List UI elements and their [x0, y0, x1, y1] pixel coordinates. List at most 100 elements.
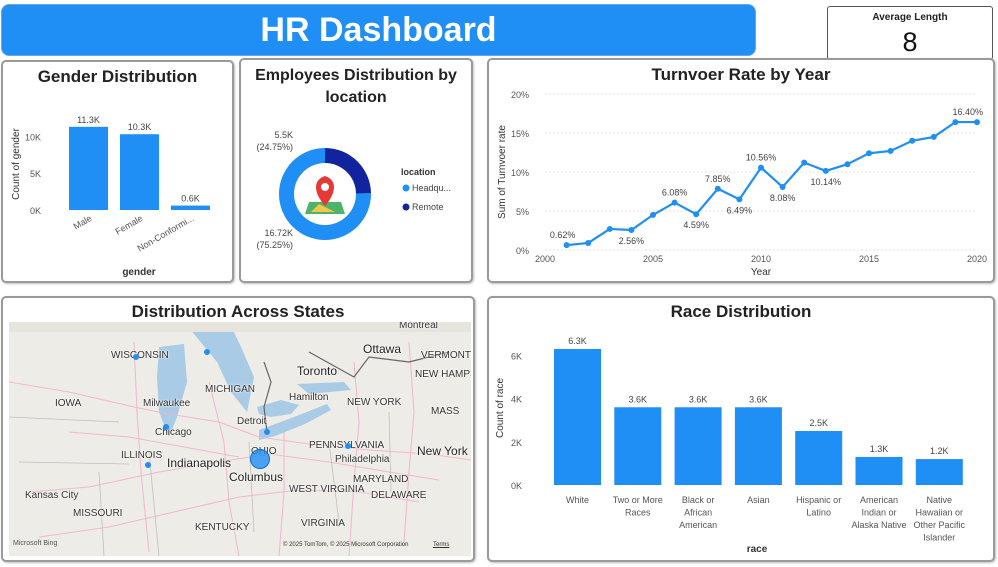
gender-panel[interactable]: Gender Distribution 0K 5K 10K Count of gend… [1, 60, 234, 283]
map-label: MISSOURI [73, 508, 123, 519]
x-tick-label: Black or [682, 495, 715, 505]
map-label: VIRGINIA [301, 518, 345, 529]
data-label: 2.56% [619, 236, 645, 246]
bar[interactable] [734, 407, 782, 485]
data-label: 3.6K [749, 394, 768, 404]
data-point[interactable] [974, 119, 980, 126]
map-bubble[interactable] [145, 462, 151, 468]
data-point[interactable] [606, 225, 613, 232]
states-map[interactable]: Montreal Ottawa VERMONT NEW HAMPS WISCON… [9, 322, 471, 556]
map-terms-link[interactable]: Terms [433, 542, 450, 548]
data-point[interactable] [930, 133, 937, 140]
map-label: Ottawa [363, 342, 402, 356]
map-bubble[interactable] [133, 354, 139, 360]
data-label: 0.62% [550, 230, 576, 240]
data-point[interactable] [714, 185, 721, 192]
data-point[interactable] [736, 196, 743, 203]
map-label: Detroit [237, 416, 267, 427]
legend-marker[interactable] [402, 184, 410, 192]
map-label: MASS [431, 406, 460, 417]
map-label: New York [417, 444, 468, 458]
data-point[interactable] [563, 242, 570, 249]
data-point[interactable] [844, 161, 851, 168]
x-tick-label: 2000 [535, 254, 555, 264]
x-tick-label: Races [625, 508, 651, 518]
location-chart[interactable]: 5.5K (24.75%) 16.72K (75.25%) location Headqu… [241, 112, 471, 282]
bar[interactable] [855, 456, 903, 485]
donut-slice[interactable] [279, 148, 371, 240]
map-bubble[interactable] [163, 424, 169, 430]
x-tick-label: Indian or [861, 508, 896, 518]
map-label: ILLINOIS [121, 450, 163, 461]
y-tick-label: 0K [30, 206, 41, 216]
map-bubble[interactable] [345, 443, 351, 449]
donut-slice[interactable] [325, 148, 371, 194]
x-tick-label: Two or More [613, 495, 663, 505]
legend-label[interactable]: Headqu... [412, 183, 451, 193]
map-bubble[interactable] [204, 349, 210, 355]
data-label: 1.3K [870, 444, 889, 454]
data-label: 5.5K [274, 130, 293, 140]
legend-marker[interactable] [402, 203, 410, 211]
map-label: Kansas City [25, 490, 79, 501]
dashboard-title: HR Dashboard [1, 4, 756, 56]
data-point[interactable] [628, 227, 635, 234]
data-label: 10.14% [811, 177, 842, 187]
x-tick-label: Islander [923, 533, 955, 543]
x-tick-label: Hawaiian or [916, 508, 964, 518]
map-panel[interactable]: Distribution Across States [1, 296, 475, 562]
gender-title: Gender Distribution [37, 67, 198, 86]
data-label: 16.40% [952, 107, 983, 117]
x-tick-label: 2005 [643, 254, 663, 264]
data-point[interactable] [779, 183, 786, 190]
data-label: 2.5K [809, 418, 828, 428]
data-point[interactable] [866, 150, 872, 157]
x-tick-label: Asian [747, 495, 770, 505]
location-panel[interactable]: Employees Distribution by location 5.5K (… [239, 58, 473, 283]
y-axis-title: Count of race [495, 378, 506, 438]
data-point[interactable] [671, 199, 678, 206]
kpi-card-average-length[interactable]: Average Length 8 [827, 6, 993, 60]
bar[interactable] [171, 205, 210, 210]
bar[interactable] [795, 431, 843, 485]
map-label: WEST VIRGINIA [289, 484, 365, 495]
data-point[interactable] [650, 211, 656, 218]
x-tick-label: Hispanic or [796, 495, 841, 505]
data-point[interactable] [693, 211, 700, 218]
map-label: Milwaukee [143, 398, 191, 409]
data-label: 3.6K [689, 394, 708, 404]
data-point[interactable] [585, 239, 592, 246]
bar[interactable] [614, 407, 662, 485]
legend-label[interactable]: Remote [412, 202, 444, 212]
race-chart[interactable]: 0K 2K 4K 6K Count of race 6.3K White 3.6K Two or… [489, 322, 993, 560]
data-point[interactable] [887, 147, 894, 154]
bar[interactable] [915, 459, 963, 485]
map-title: Distribution Across States [131, 302, 345, 321]
race-panel[interactable]: Race Distribution 0K 2K 4K 6K Count of race 6… [487, 296, 995, 562]
bar[interactable] [674, 407, 722, 485]
bar[interactable] [120, 134, 159, 210]
data-point[interactable] [909, 137, 916, 144]
data-point[interactable] [801, 159, 808, 166]
kpi-value: 8 [902, 27, 918, 57]
turnover-chart[interactable]: 0% 5% 10% 15% 20% 2000 2005 2010 2015 2020 Sum of … [489, 82, 993, 282]
y-tick-label: 10% [511, 168, 529, 178]
data-point[interactable] [822, 167, 829, 174]
map-bubble[interactable] [264, 429, 270, 435]
series-line[interactable] [566, 120, 977, 247]
bar[interactable] [554, 348, 601, 485]
y-tick-label: 0% [516, 246, 529, 256]
map-bubble[interactable] [250, 449, 270, 469]
data-label: 10.3K [128, 122, 152, 132]
data-label: 6.49% [727, 205, 753, 215]
y-tick-label: 10K [25, 132, 41, 142]
data-point[interactable] [952, 119, 959, 126]
map-label: Chicago [155, 427, 192, 438]
data-point[interactable] [758, 164, 764, 171]
turnover-panel[interactable]: Turnvoer Rate by Year 0% 5% 10% 15% 20% 2000 2… [487, 58, 995, 283]
map-label: DELAWARE [371, 490, 427, 501]
bar[interactable] [69, 126, 108, 210]
map-label: Columbus [229, 470, 284, 484]
map-label: IOWA [55, 398, 82, 409]
